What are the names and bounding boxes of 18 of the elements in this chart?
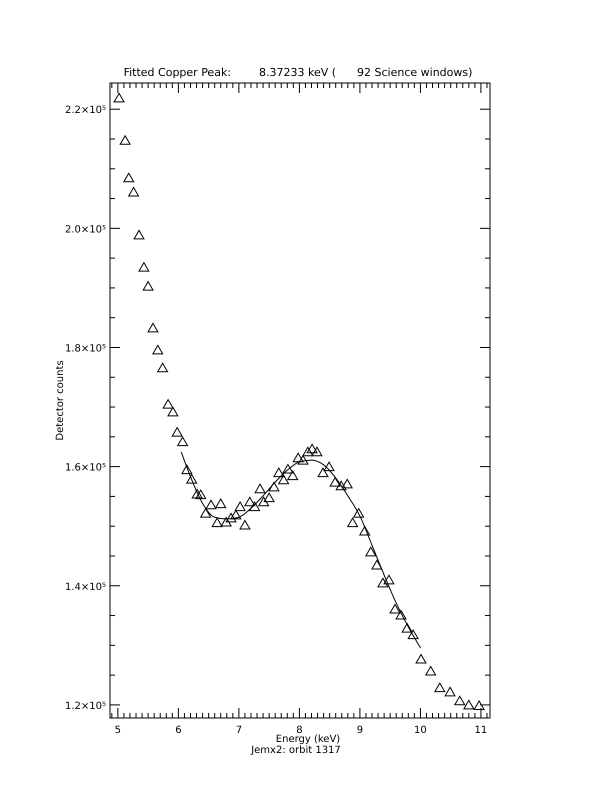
- x-tick-label: 6: [175, 725, 182, 736]
- x-tick-label: 11: [474, 725, 488, 736]
- y-axis-title: Detector counts: [55, 360, 66, 441]
- x-tick-label: 7: [236, 725, 242, 736]
- y-tick-label: 1.6×10⁵: [64, 462, 106, 474]
- x-axis-title: Energy (keV): [276, 734, 340, 745]
- y-tick-label: 1.2×10⁵: [64, 700, 106, 712]
- y-tick-label: 1.4×10⁵: [64, 582, 106, 593]
- y-tick-label: 2.2×10⁵: [64, 105, 106, 116]
- line-series: [180, 452, 421, 648]
- x-tick-label: 5: [114, 725, 122, 736]
- text: Jemx2: orbit 1317: [250, 745, 341, 756]
- x-tick-label: 8: [296, 725, 303, 736]
- x-tick-label: 9: [356, 725, 364, 736]
- x-tick-label: 10: [414, 725, 427, 736]
- y-tick-label: 1.8×10⁵: [64, 343, 106, 354]
- y-tick-label: 2.0×10⁵: [64, 224, 106, 236]
- chart-title: Fitted Copper Peak: 8.37233 keV ( 92 Science windows): [124, 66, 472, 79]
